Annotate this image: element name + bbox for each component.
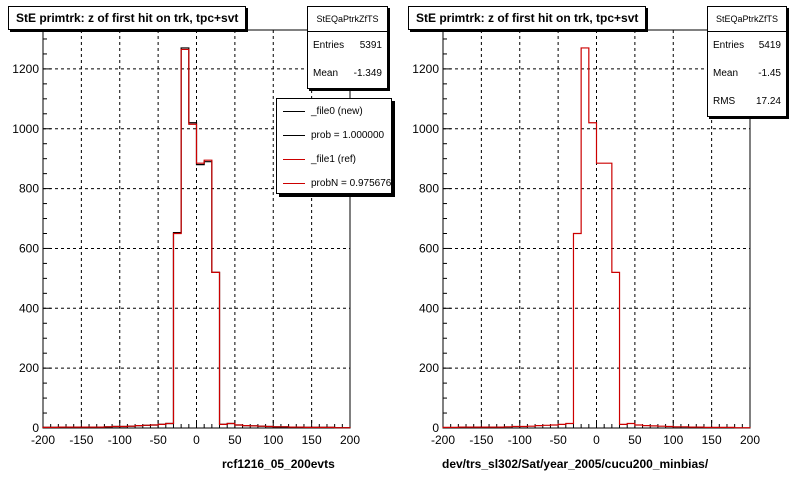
right-histogram-plot: -200 -150 -100 -50 0 50 100 150 200 0 200 400 600 800… xyxy=(412,29,760,447)
right-stats-mean-label: Mean xyxy=(713,68,739,79)
left-x-tick-label: -100 xyxy=(108,433,132,447)
right-y-tick-label: 800 xyxy=(419,182,439,196)
left-y-tick-label: 1000 xyxy=(12,122,39,136)
legend-label-file0: _file0 (new) xyxy=(311,105,363,117)
right-x-tick-label: -200 xyxy=(431,433,455,447)
legend-swatch-file0 xyxy=(283,110,305,112)
left-y-tick-label: 200 xyxy=(19,361,39,375)
legend-entry-probn: probN = 0.975676 xyxy=(277,171,392,193)
left-x-tick-label: 150 xyxy=(302,433,322,447)
right-y-tick-label: 600 xyxy=(419,241,439,255)
left-histogram-plot: -200 -150 -100 -50 0 50 100 150 200 0 200 400 600 800… xyxy=(12,29,360,447)
left-stats-name: StEQaPtrkZfTS xyxy=(308,7,387,32)
left-y-tick-label: 400 xyxy=(19,301,39,315)
left-x-tick-label: -150 xyxy=(69,433,93,447)
right-y-tick-label: 400 xyxy=(419,301,439,315)
right-series-0 xyxy=(442,47,751,429)
right-x-tick-label: -50 xyxy=(549,433,567,447)
left-x-tick-label: 0 xyxy=(193,433,200,447)
left-chart-title: StE primtrk: z of first hit on trk, tpc+… xyxy=(8,6,247,30)
right-panel: -200 -150 -100 -50 0 50 100 150 200 0 200 400 600 800… xyxy=(400,0,800,480)
right-stats-entries-label: Entries xyxy=(713,40,745,51)
right-x-tick-label: 50 xyxy=(628,433,642,447)
left-x-tick-label: 200 xyxy=(340,433,360,447)
right-stats-rms-row: RMS 17.24 xyxy=(708,88,786,116)
legend-label-file1: _file1 (ref) xyxy=(311,153,357,165)
right-y-tick-label: 0 xyxy=(432,421,439,435)
left-stats-entries-label: Entries xyxy=(313,40,345,51)
right-x-axis-label: dev/trs_sl302/Sat/year_2005/cucu200_minb… xyxy=(442,457,709,471)
left-y-tick-label: 800 xyxy=(19,182,39,196)
right-series-0-outline xyxy=(442,47,751,429)
left-x-tick-label: -50 xyxy=(149,433,167,447)
legend-entry-file0: _file0 (new) xyxy=(277,99,391,123)
left-legend: _file0 (new) prob = 1.000000 _file1 (ref… xyxy=(276,98,392,194)
left-x-axis-label: rcf1216_05_200evts xyxy=(222,457,335,471)
legend-label-prob: prob = 1.000000 xyxy=(311,129,385,141)
left-y-tick-label: 0 xyxy=(32,421,39,435)
right-stats-entries-row: Entries 5419 xyxy=(708,32,786,60)
legend-swatch-prob xyxy=(283,134,305,136)
right-y-tick-label: 200 xyxy=(419,361,439,375)
right-y-tick-label: 1000 xyxy=(412,122,439,136)
left-stats-entries-value: 5391 xyxy=(359,40,382,51)
right-stats-box: StEQaPtrkZfTS Entries 5419 Mean -1.45 RM… xyxy=(707,6,787,117)
right-chart-title: StE primtrk: z of first hit on trk, tpc+… xyxy=(408,6,647,30)
right-stats-rms-label: RMS xyxy=(713,96,736,107)
left-series-1 xyxy=(42,48,351,429)
left-y-tick-label: 1200 xyxy=(12,62,39,76)
right-y-tick-label: 1200 xyxy=(412,62,439,76)
legend-label-probn: probN = 0.975676 xyxy=(311,177,392,189)
left-panel: -200 -150 -100 -50 0 50 100 150 200 0 200 400 600 800… xyxy=(8,6,392,471)
right-stats-rms-value: 17.24 xyxy=(755,96,781,107)
right-x-tick-label: -100 xyxy=(508,433,532,447)
legend-entry-prob: prob = 1.000000 xyxy=(277,123,391,147)
left-stats-mean-label: Mean xyxy=(313,68,339,79)
left-series-1-outline xyxy=(42,48,351,429)
legend-entry-file1: _file1 (ref) xyxy=(277,147,391,171)
right-stats-mean-row: Mean -1.45 xyxy=(708,60,786,88)
right-x-tick-label: -150 xyxy=(469,433,493,447)
right-x-tick-label: 150 xyxy=(702,433,722,447)
right-x-tick-label: 100 xyxy=(663,433,683,447)
left-grid xyxy=(43,30,350,428)
left-x-tick-label: -200 xyxy=(31,433,55,447)
left-x-tick-label: 100 xyxy=(263,433,283,447)
left-stats-box: StEQaPtrkZfTS Entries 5391 Mean -1.349 xyxy=(307,6,388,89)
right-stats-entries-value: 5419 xyxy=(758,40,781,51)
left-y-tick-label: 600 xyxy=(19,241,39,255)
left-stats-entries-row: Entries 5391 xyxy=(308,32,387,60)
right-stats-mean-value: -1.45 xyxy=(758,68,781,79)
legend-swatch-file1 xyxy=(283,158,305,160)
left-stats-mean-value: -1.349 xyxy=(353,68,382,79)
right-stats-name: StEQaPtrkZfTS xyxy=(708,7,786,32)
legend-swatch-probn xyxy=(283,182,305,184)
left-x-tick-label: 50 xyxy=(228,433,242,447)
right-x-tick-label: 200 xyxy=(740,433,760,447)
left-stats-mean-row: Mean -1.349 xyxy=(308,60,387,88)
right-x-tick-label: 0 xyxy=(593,433,600,447)
